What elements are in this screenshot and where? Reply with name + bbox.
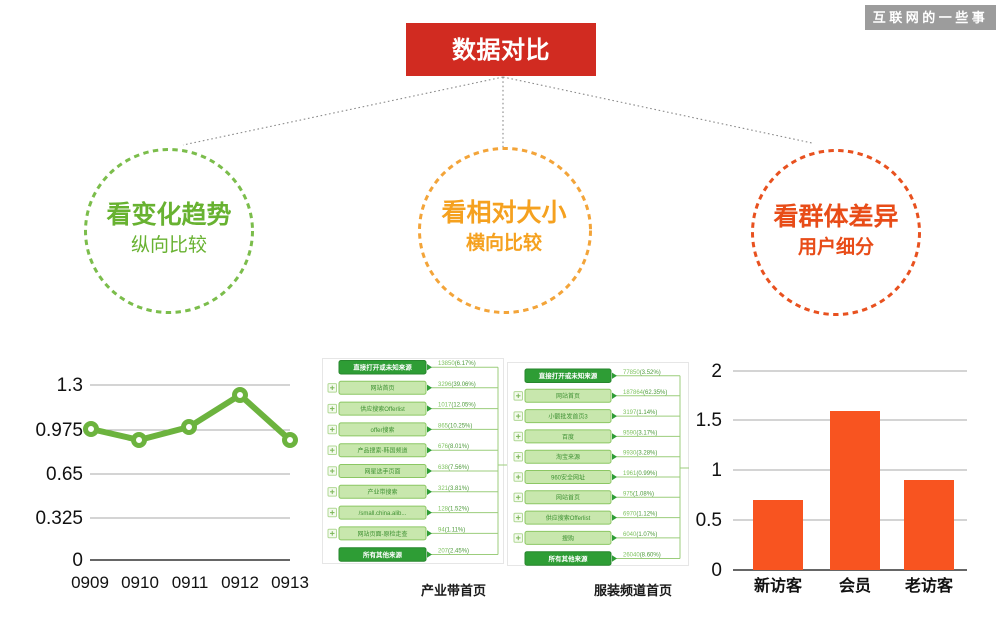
svg-text:77850(3.52%): 77850(3.52%) (623, 370, 661, 376)
svg-text:0: 0 (72, 550, 83, 571)
svg-text:960安全网址: 960安全网址 (551, 473, 585, 481)
svg-text:所有其他来源: 所有其他来源 (549, 554, 589, 563)
svg-text:676(8.01%): 676(8.01%) (438, 444, 469, 450)
svg-text:13850(6.17%): 13850(6.17%) (438, 361, 476, 367)
svg-text:小额批发首页3: 小额批发首页3 (548, 413, 588, 421)
svg-text:网星选手页面: 网星选手页面 (364, 467, 400, 475)
svg-text:直接打开或未知来源: 直接打开或未知来源 (539, 371, 598, 380)
svg-text:0.975: 0.975 (35, 420, 83, 441)
svg-text:0910: 0910 (121, 573, 159, 592)
svg-text:新访客: 新访客 (754, 576, 803, 595)
svg-text:网站首页: 网站首页 (556, 392, 580, 400)
svg-text:0: 0 (711, 560, 722, 581)
svg-text:1017(12.05%): 1017(12.05%) (438, 403, 476, 409)
svg-text:0.65: 0.65 (46, 464, 83, 485)
svg-text:187864(62.35%): 187864(62.35%) (623, 390, 667, 396)
svg-text:网站首页: 网站首页 (370, 384, 394, 392)
svg-text:1.3: 1.3 (57, 375, 83, 396)
svg-text:会员: 会员 (839, 576, 871, 595)
svg-text:搜购: 搜购 (562, 534, 574, 542)
svg-text:/small.china.alib...: /small.china.alib... (359, 511, 407, 517)
svg-text:1.5: 1.5 (696, 410, 722, 431)
svg-text:638(7.56%): 638(7.56%) (438, 465, 469, 471)
svg-text:网站页面-原检走查: 网站页面-原检走查 (358, 530, 408, 538)
svg-text:淘宝来源: 淘宝来源 (556, 453, 580, 461)
svg-text:207(2.45%): 207(2.45%) (438, 549, 469, 555)
svg-text:3296(39.06%): 3296(39.06%) (438, 382, 476, 388)
svg-text:供应搜索Offerlist: 供应搜索Offerlist (360, 405, 405, 413)
svg-text:128(1.52%): 128(1.52%) (438, 507, 469, 513)
svg-text:0.325: 0.325 (35, 508, 83, 529)
svg-text:offer搜索: offer搜索 (371, 426, 395, 434)
svg-text:321(3.81%): 321(3.81%) (438, 486, 469, 492)
svg-text:0911: 0911 (172, 573, 209, 592)
svg-text:26040(8.60%): 26040(8.60%) (623, 553, 661, 559)
svg-text:产业带搜索: 产业带搜索 (367, 488, 397, 496)
svg-text:975(1.08%): 975(1.08%) (623, 491, 654, 497)
svg-text:0909: 0909 (71, 573, 109, 592)
svg-text:9930(3.28%): 9930(3.28%) (623, 451, 657, 457)
svg-text:6970(1.12%): 6970(1.12%) (623, 512, 657, 518)
svg-text:0912: 0912 (221, 573, 259, 592)
svg-text:0913: 0913 (271, 573, 309, 592)
svg-text:网站首页: 网站首页 (556, 494, 580, 502)
svg-text:865(10.25%): 865(10.25%) (438, 423, 472, 429)
svg-text:老访客: 老访客 (904, 576, 954, 595)
svg-text:产品搜索-韩国频道: 产品搜索-韩国频道 (358, 447, 408, 455)
svg-text:1: 1 (711, 460, 722, 481)
svg-text:3197(1.14%): 3197(1.14%) (623, 410, 657, 416)
svg-text:6040(1.07%): 6040(1.07%) (623, 532, 657, 538)
svg-text:9590(3.17%): 9590(3.17%) (623, 430, 657, 436)
svg-text:供应搜索Offerlist: 供应搜索Offerlist (546, 514, 591, 522)
svg-text:直接打开或未知来源: 直接打开或未知来源 (353, 363, 412, 372)
svg-text:94(1.11%): 94(1.11%) (438, 527, 465, 533)
svg-text:0.5: 0.5 (696, 510, 722, 531)
svg-text:所有其他来源: 所有其他来源 (363, 550, 403, 559)
svg-text:1961(0.99%): 1961(0.99%) (623, 471, 657, 477)
svg-text:2: 2 (711, 361, 722, 382)
svg-text:百度: 百度 (562, 433, 574, 441)
